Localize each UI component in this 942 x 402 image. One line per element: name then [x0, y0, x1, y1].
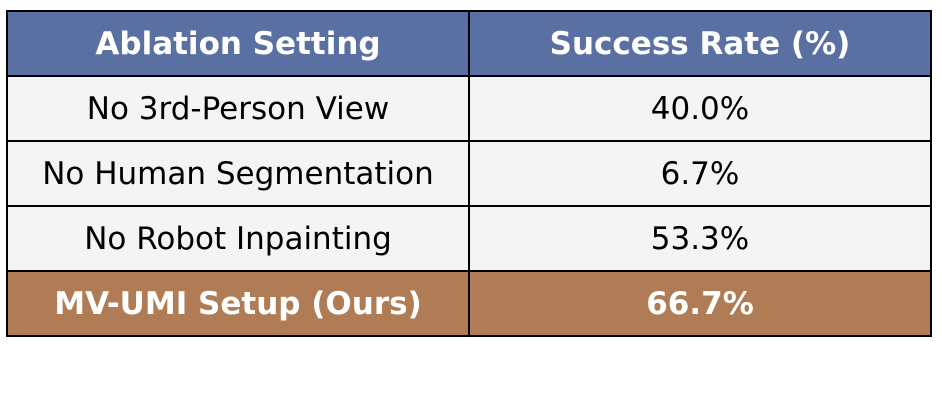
success-rate-cell: 66.7% — [468, 270, 932, 337]
table-body: No 3rd-Person View 40.0% No Human Segmen… — [6, 75, 932, 337]
table-row-highlighted: MV-UMI Setup (Ours) 66.7% — [6, 270, 932, 337]
setting-cell: No Human Segmentation — [6, 140, 470, 207]
table-row: No Human Segmentation 6.7% — [6, 140, 932, 207]
ablation-table: Ablation Setting Success Rate (%) No 3rd… — [6, 10, 932, 337]
table-header: Ablation Setting Success Rate (%) — [6, 10, 932, 77]
table-row: No Robot Inpainting 53.3% — [6, 205, 932, 272]
success-rate-cell: 6.7% — [468, 140, 932, 207]
header-ablation-setting: Ablation Setting — [6, 10, 470, 77]
setting-cell: MV-UMI Setup (Ours) — [6, 270, 470, 337]
table-row: No 3rd-Person View 40.0% — [6, 75, 932, 142]
success-rate-cell: 40.0% — [468, 75, 932, 142]
setting-cell: No Robot Inpainting — [6, 205, 470, 272]
setting-cell: No 3rd-Person View — [6, 75, 470, 142]
header-success-rate: Success Rate (%) — [468, 10, 932, 77]
header-row: Ablation Setting Success Rate (%) — [6, 10, 932, 77]
success-rate-cell: 53.3% — [468, 205, 932, 272]
